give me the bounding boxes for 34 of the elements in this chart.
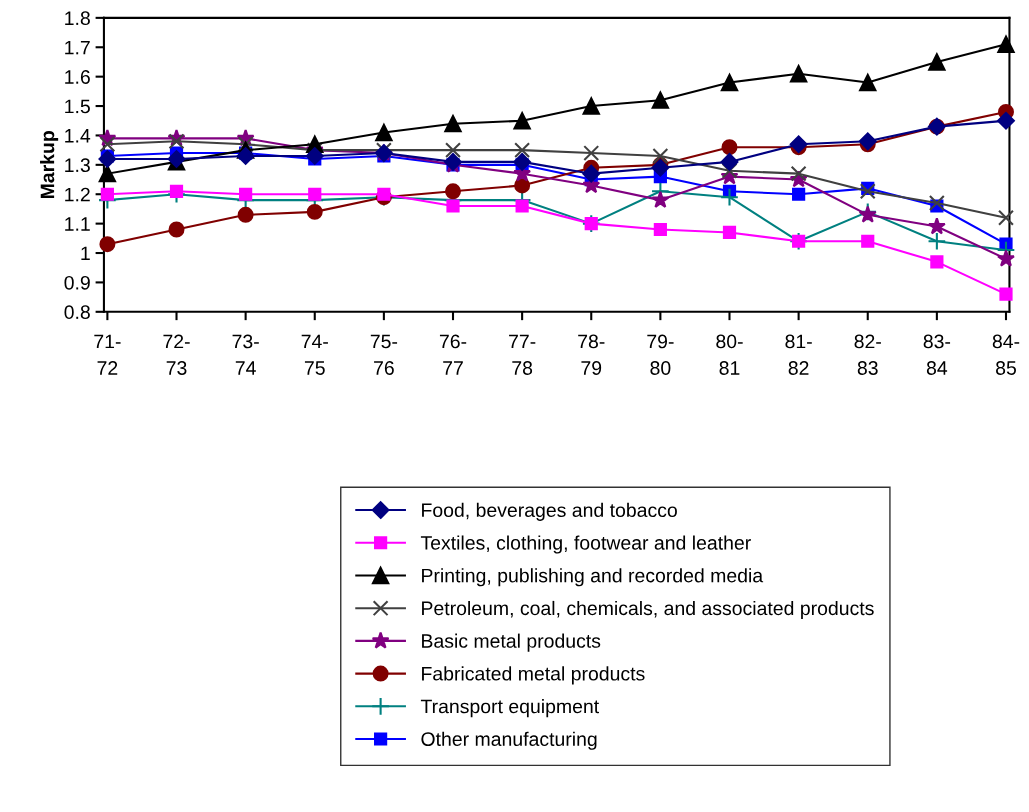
x-tick-label: 71- 72 — [94, 334, 121, 375]
x-tick-label: 76- 77 — [439, 334, 467, 375]
y-axis-title: Markup — [40, 131, 59, 199]
x-tick-label: 82- 83 — [854, 334, 881, 375]
y-tick-label: 1.5 — [65, 99, 90, 114]
y-tick-label: 1.6 — [65, 70, 90, 84]
legend-label: Basic metal products — [422, 633, 601, 652]
x-tick-label: 79- 80 — [647, 334, 674, 375]
x-tick-label: 77- 78 — [509, 334, 536, 375]
x-tick-label: 72- 73 — [163, 334, 190, 375]
legend-label: Textiles, clothing, footwear and leather — [420, 535, 751, 554]
legend-label: Petroleum, coal, chemicals, and associated products — [422, 600, 874, 620]
y-tick-label: 1.1 — [65, 217, 90, 231]
legend-label: Other manufacturing — [421, 731, 597, 750]
y-tick-label: 1.4 — [65, 129, 91, 143]
x-tick-label: 84- 85 — [992, 334, 1020, 375]
x-tick-label: 80- 81 — [716, 334, 743, 375]
y-tick-label: 1.8 — [65, 11, 90, 26]
legend-label: Food, beverages and tobacco — [422, 502, 677, 521]
y-tick-label: 1.2 — [65, 187, 90, 202]
y-tick-label: 1.3 — [65, 158, 90, 173]
y-tick-label: 0.9 — [64, 275, 90, 290]
x-tick-label: 81- 82 — [785, 334, 812, 375]
x-tick-label: 73- 74 — [232, 334, 259, 375]
legend-label: Transport equipment — [420, 699, 600, 718]
x-tick-label: 74- 75 — [301, 334, 328, 375]
legend-label: Printing, publishing and recorded media — [422, 568, 764, 587]
x-tick-label: 83- 84 — [923, 334, 951, 375]
y-tick-label: 1.7 — [65, 40, 90, 55]
y-tick-label: 0.8 — [64, 305, 90, 320]
x-tick-label: 78- 79 — [578, 334, 605, 375]
legend-label: Fabricated metal products — [422, 666, 645, 685]
y-tick-label: 1 — [81, 246, 90, 261]
x-tick-label: 75- 76 — [370, 334, 398, 375]
